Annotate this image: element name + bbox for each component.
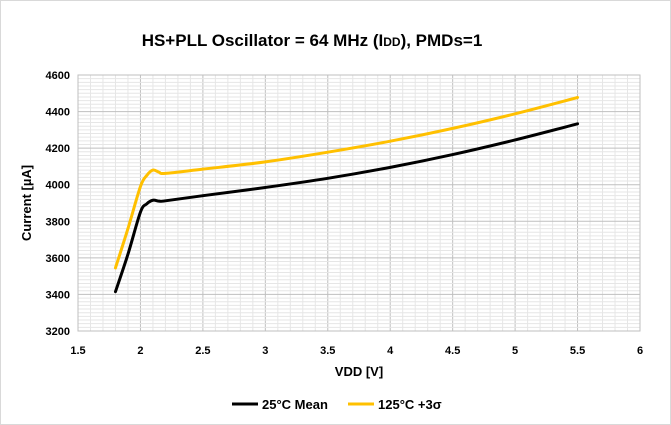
chart-title-subscript: DD <box>383 35 401 49</box>
legend-label-25c-mean: 25°C Mean <box>262 397 328 412</box>
x-tick-label: 3.5 <box>320 345 335 357</box>
y-tick-label: 3800 <box>46 216 70 228</box>
x-tick-label: 5 <box>512 345 518 357</box>
x-tick-label: 3 <box>262 345 268 357</box>
y-tick-label: 3200 <box>46 326 70 338</box>
y-tick-label: 3400 <box>46 289 70 301</box>
x-axis-label: VDD [V] <box>335 364 383 379</box>
plot-area-border <box>77 74 641 332</box>
y-tick-label: 4600 <box>46 70 70 82</box>
x-tick-label: 2 <box>137 345 143 357</box>
chart-title-main: HS+PLL Oscillator = 64 MHz (I <box>142 31 384 50</box>
series-lines <box>113 95 580 294</box>
series-line-125c-3sigma <box>113 95 580 270</box>
y-tick-label: 4400 <box>46 107 70 119</box>
x-tick-label: 1.5 <box>70 345 85 357</box>
x-tick-label: 4 <box>387 345 394 357</box>
grid <box>77 74 641 332</box>
chart-title: HS+PLL Oscillator = 64 MHz (IDD), PMDs=1 <box>142 31 483 50</box>
x-tick-labels: 1.5 2 2.5 3 3.5 4 4.5 5 5.5 6 <box>70 345 643 357</box>
legend-label-125c-3sigma: 125°C +3σ <box>378 397 442 412</box>
y-tick-label: 3600 <box>46 253 70 265</box>
x-tick-label: 2.5 <box>195 345 210 357</box>
y-tick-labels: 3200 3400 3600 3800 4000 4200 4400 4600 <box>46 70 70 338</box>
x-tick-label: 5.5 <box>570 345 585 357</box>
x-tick-label: 6 <box>637 345 643 357</box>
legend: 25°C Mean 125°C +3σ <box>232 397 442 412</box>
series-line-25c-mean <box>113 122 580 294</box>
x-tick-label: 4.5 <box>445 345 460 357</box>
y-axis-label: Current [µA] <box>19 165 34 241</box>
y-tick-label: 4200 <box>46 143 70 155</box>
y-tick-label: 4000 <box>46 180 70 192</box>
chart-title-end: ), PMDs=1 <box>401 31 483 50</box>
